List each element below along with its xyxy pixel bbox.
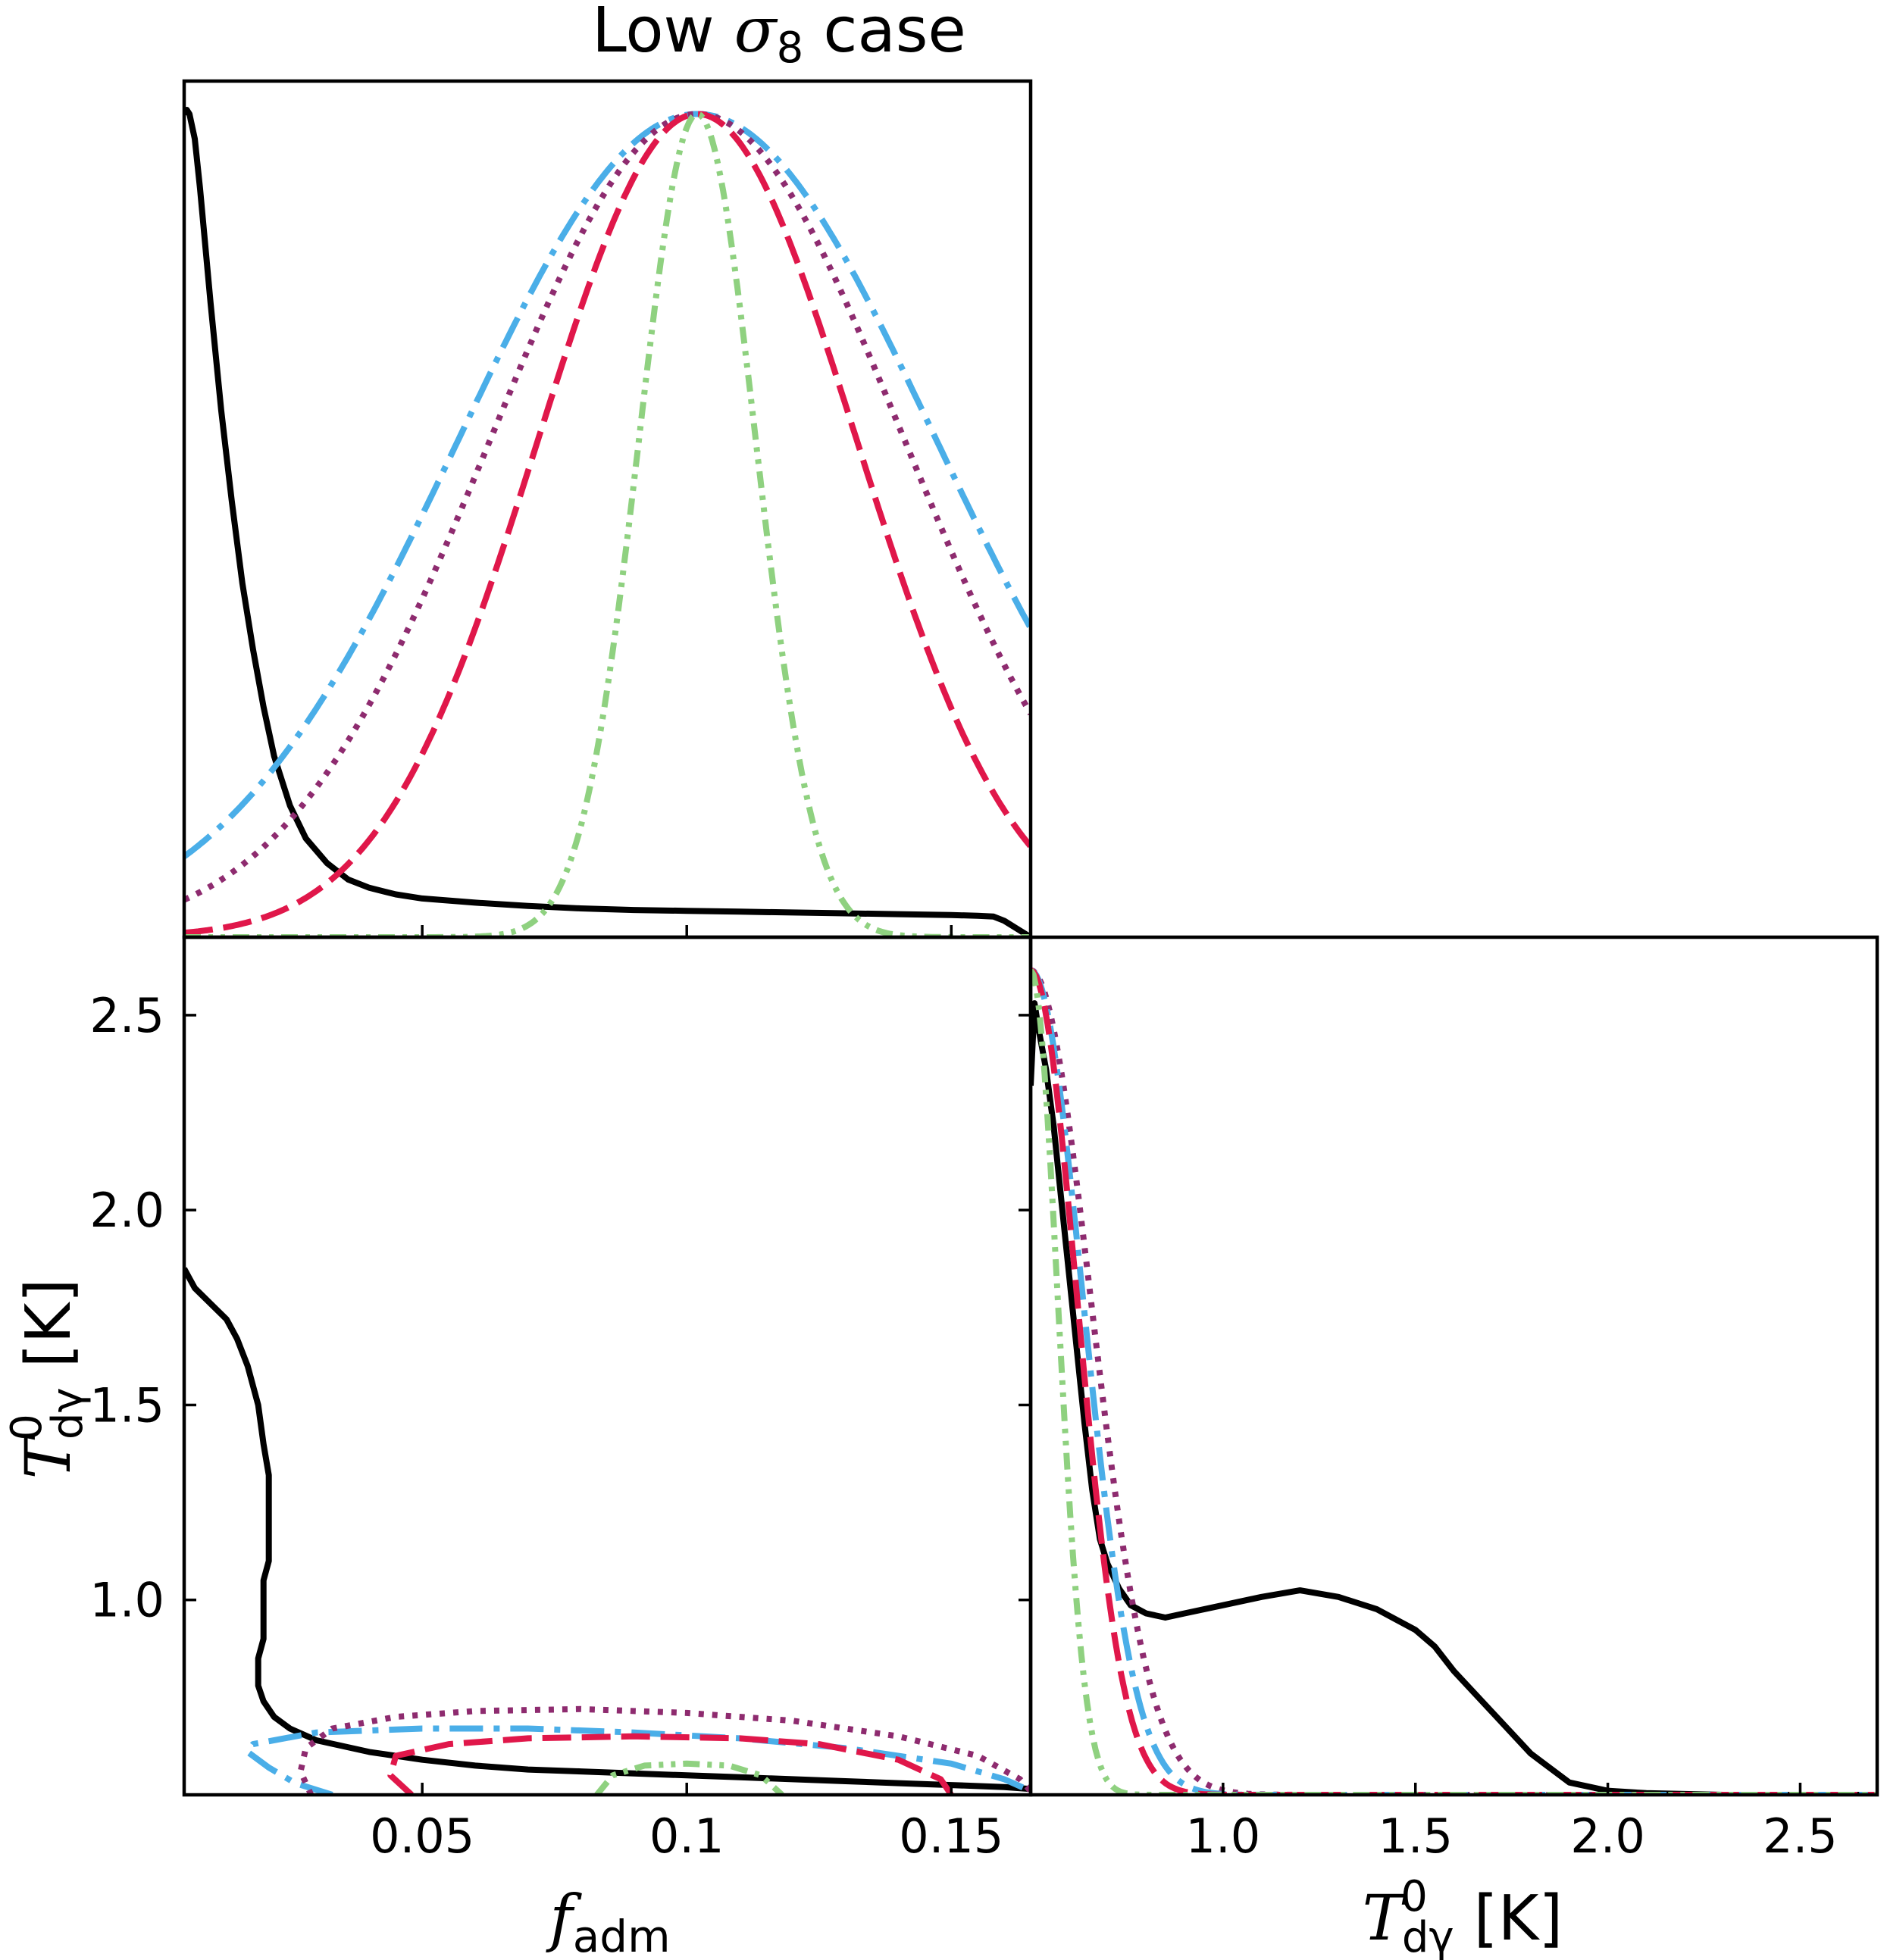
series-black-line [1031,1000,1877,1795]
x-axis-label-t-dgamma: T0 dγ [K] [1363,1872,1563,1960]
panel-frame [182,79,1033,939]
x-tick-label: 2.0 [1570,1808,1645,1864]
panel-frame [1028,935,1879,1797]
series-blue-line [244,1725,1031,1795]
y-tick-label: 2.0 [89,1183,164,1238]
series-blue-line [184,111,1031,859]
y-tick-label: 2.5 [89,988,164,1043]
panel-marginal-f-adm [182,79,1033,939]
series-purple-line [184,111,1031,903]
panel-marginal-t-dgamma: 1.0 1.5 2.0 2.5 [1019,935,1879,1864]
x-axis-label-f-adm: fadm [545,1883,670,1960]
y-tick-label: 1.0 [89,1573,164,1628]
series-red-line [184,111,1031,936]
x-tick-label: 0.15 [899,1808,1003,1864]
panel-frame [182,935,1033,1797]
x-tick-label: 1.5 [1378,1808,1453,1864]
series-black-line [184,107,1031,937]
series-purple-line [1031,967,1877,1795]
series-red-line [387,1733,954,1795]
panel-joint: 0.05 0.1 0.15 1.0 1.5 2.0 2.5 [89,935,1033,1864]
series-green-line [594,1760,784,1795]
x-tick-label: 1.0 [1186,1808,1261,1864]
series-green-line [184,111,1031,937]
x-tick-label: 0.1 [649,1808,724,1864]
figure-title: Low σ8 case [592,0,966,73]
x-tick-label: 0.05 [370,1808,474,1864]
y-axis-label-t-dgamma: T0dγ [K] [2,1279,92,1480]
series-black-line [184,1267,1031,1793]
y-tick-label: 1.5 [89,1377,164,1433]
x-tick-label: 2.5 [1763,1808,1838,1864]
series-red-line [1031,967,1877,1795]
series-purple-line [297,1705,1031,1795]
